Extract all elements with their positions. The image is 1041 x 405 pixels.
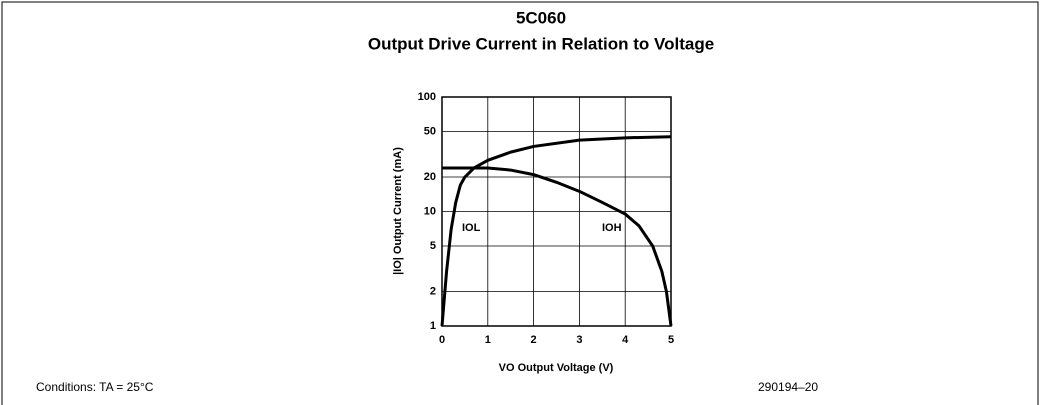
conditions: Conditions: TA = 25°C	[36, 380, 154, 394]
y-axis-label: |IO| Output Current (mA)	[392, 147, 404, 275]
figure-id: 290194–20	[758, 380, 818, 394]
y-tick-label: 100	[418, 91, 436, 103]
y-tick-label: 2	[430, 285, 436, 297]
chart-title: 5C060	[516, 8, 566, 27]
chart-subtitle: Output Drive Current in Relation to Volt…	[368, 34, 714, 53]
series-label: IOL	[462, 222, 481, 234]
y-tick-label: 10	[424, 205, 436, 217]
x-tick-label: 2	[531, 334, 537, 346]
x-tick-label: 0	[439, 334, 445, 346]
x-tick-label: 4	[622, 334, 629, 346]
plot-frame	[441, 96, 672, 327]
y-tick-label: 5	[430, 240, 436, 252]
x-tick-label: 1	[485, 334, 491, 346]
y-tick-label: 50	[424, 125, 436, 137]
line	[442, 166, 673, 327]
y-tick-label: 20	[424, 171, 436, 183]
x-axis-label: VO Output Voltage (V)	[499, 362, 614, 374]
x-tick-label: 5	[668, 334, 674, 346]
y-tick-label: 1	[430, 320, 436, 332]
x-tick-label: 3	[576, 334, 582, 346]
series-label: IOH	[602, 222, 622, 234]
